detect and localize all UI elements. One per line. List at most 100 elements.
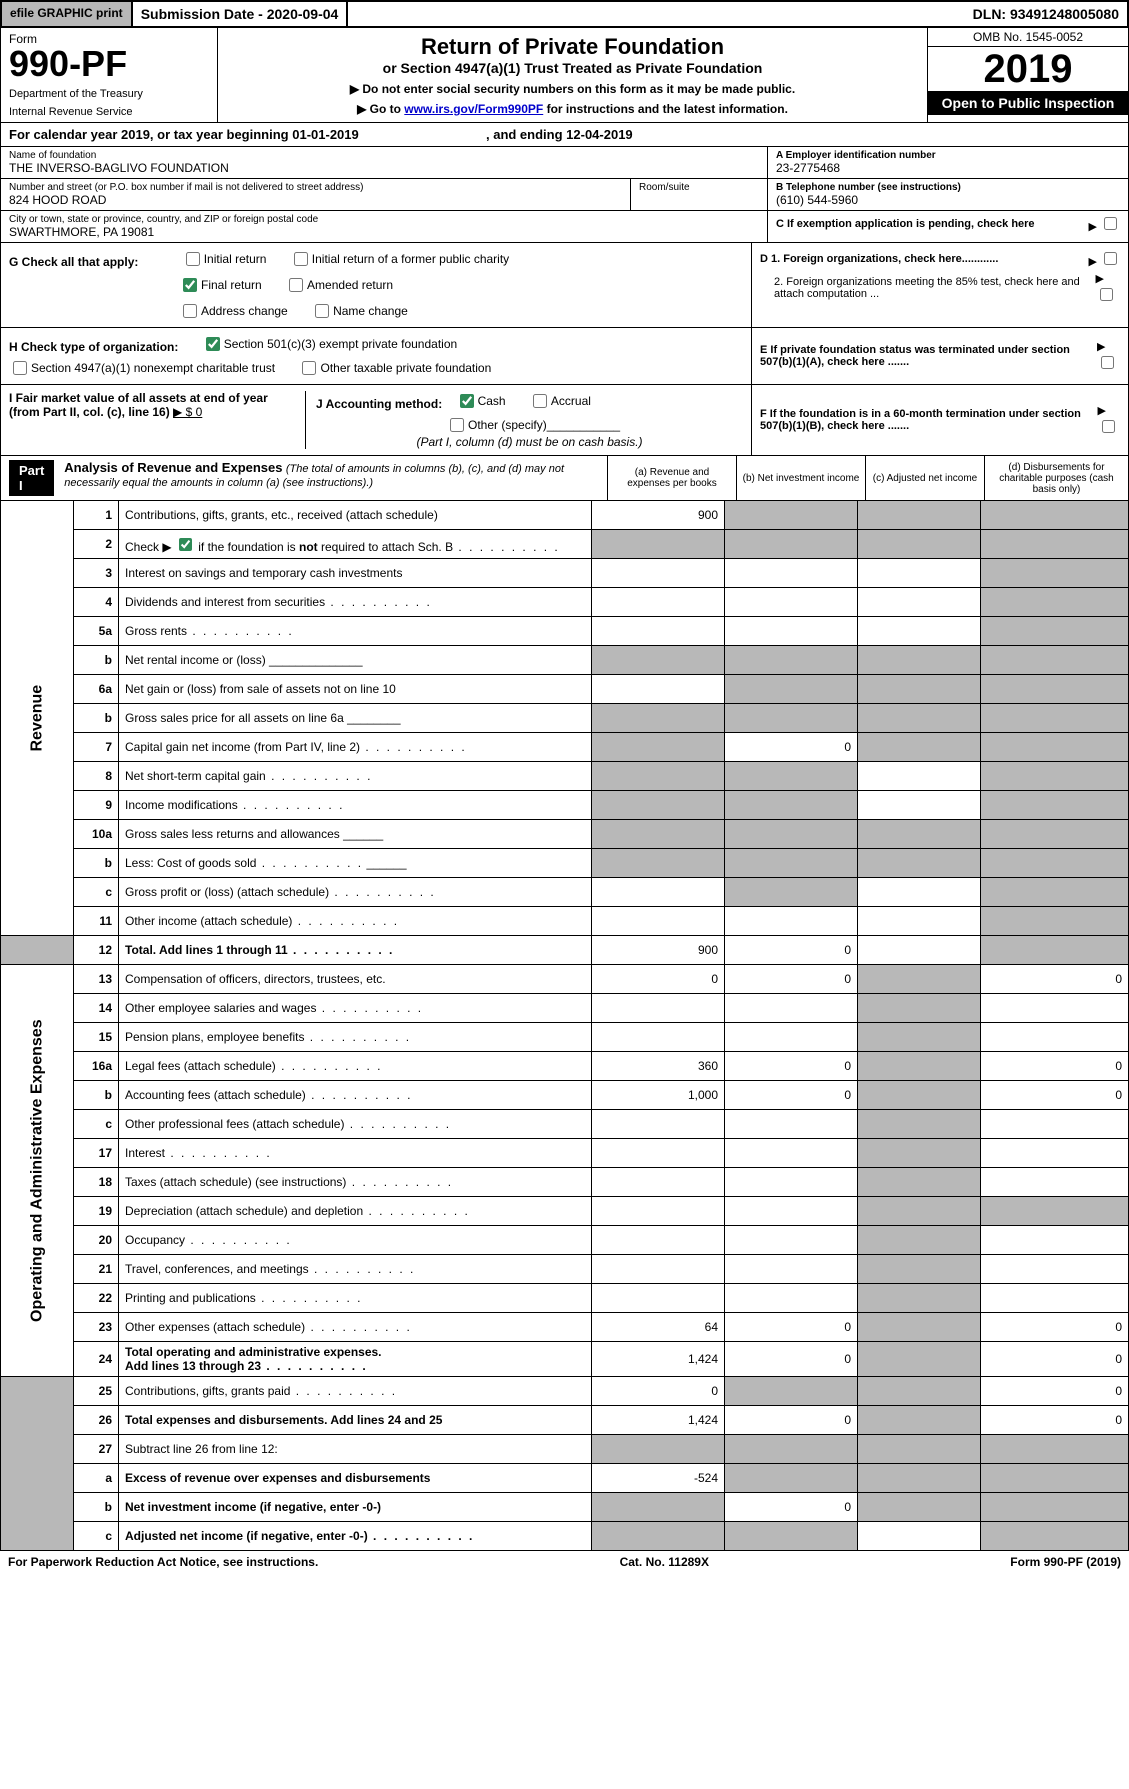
exemption-pending-label: C If exemption application is pending, c… [776, 218, 1035, 230]
col-b-header: (b) Net investment income [736, 456, 865, 500]
omb-number: OMB No. 1545-0052 [928, 28, 1128, 47]
city-state-zip: SWARTHMORE, PA 19081 [9, 225, 759, 239]
table-row: 2 Check ▶ if the foundation is not requi… [1, 530, 1129, 559]
paperwork-notice: For Paperwork Reduction Act Notice, see … [8, 1555, 318, 1569]
col-d-header: (d) Disbursements for charitable purpose… [984, 456, 1128, 500]
irs-label: Internal Revenue Service [9, 106, 209, 118]
table-row: 5aGross rents [1, 617, 1129, 646]
col-c-header: (c) Adjusted net income [865, 456, 984, 500]
table-row: cOther professional fees (attach schedul… [1, 1110, 1129, 1139]
entity-info: Name of foundation THE INVERSO-BAGLIVO F… [0, 147, 1129, 243]
d2-checkbox[interactable] [1100, 288, 1113, 301]
table-row: 21Travel, conferences, and meetings [1, 1255, 1129, 1284]
efile-print-button[interactable]: efile GRAPHIC print [2, 2, 133, 26]
j-label: J Accounting method: [316, 397, 442, 411]
expenses-section-label: Operating and Administrative Expenses [1, 965, 74, 1377]
foundation-name: THE INVERSO-BAGLIVO FOUNDATION [9, 161, 759, 175]
col-a-header: (a) Revenue and expenses per books [607, 456, 736, 500]
f-checkbox[interactable] [1102, 420, 1115, 433]
j-other-checkbox[interactable] [450, 418, 464, 432]
e-checkbox[interactable] [1101, 356, 1114, 369]
table-row: 18Taxes (attach schedule) (see instructi… [1, 1168, 1129, 1197]
table-row: 4Dividends and interest from securities [1, 588, 1129, 617]
ein: 23-2775468 [776, 161, 1120, 175]
table-row: 19Depreciation (attach schedule) and dep… [1, 1197, 1129, 1226]
table-row: 3Interest on savings and temporary cash … [1, 559, 1129, 588]
j-note: (Part I, column (d) must be on cash basi… [316, 435, 743, 449]
initial-return-checkbox[interactable] [186, 252, 200, 266]
table-row: aExcess of revenue over expenses and dis… [1, 1464, 1129, 1493]
table-row: 26Total expenses and disbursements. Add … [1, 1406, 1129, 1435]
address: 824 HOOD ROAD [9, 193, 622, 207]
d1-checkbox[interactable] [1104, 252, 1117, 265]
final-return-checkbox[interactable] [183, 278, 197, 292]
note-goto-post: for instructions and the latest informat… [543, 102, 788, 116]
table-row: bGross sales price for all assets on lin… [1, 704, 1129, 733]
table-row: 24Total operating and administrative exp… [1, 1342, 1129, 1377]
part1-label: Part I [9, 460, 54, 496]
table-row: 8Net short-term capital gain [1, 762, 1129, 791]
table-row: 16aLegal fees (attach schedule)36000 [1, 1052, 1129, 1081]
g-label: G Check all that apply: [9, 255, 138, 269]
table-row: 14Other employee salaries and wages [1, 994, 1129, 1023]
table-row: cAdjusted net income (if negative, enter… [1, 1522, 1129, 1551]
table-row: bLess: Cost of goods sold ______ [1, 849, 1129, 878]
i-value: ▶ $ 0 [173, 405, 202, 419]
table-row: 6aNet gain or (loss) from sale of assets… [1, 675, 1129, 704]
h-4947-checkbox[interactable] [13, 361, 27, 375]
dln: DLN: 93491248005080 [965, 2, 1127, 26]
calendar-year-row: For calendar year 2019, or tax year begi… [0, 123, 1129, 147]
open-to-public: Open to Public Inspection [928, 91, 1128, 115]
tax-year: 2019 [928, 47, 1128, 91]
part1-title: Analysis of Revenue and Expenses [64, 460, 282, 475]
form-number: 990-PF [9, 46, 209, 82]
table-row: 22Printing and publications [1, 1284, 1129, 1313]
sch-b-checkbox[interactable] [179, 538, 192, 551]
f-label: F If the foundation is in a 60-month ter… [760, 408, 1081, 432]
exemption-pending-checkbox[interactable] [1104, 217, 1117, 230]
table-row: bNet investment income (if negative, ent… [1, 1493, 1129, 1522]
form-header: Form 990-PF Department of the Treasury I… [0, 28, 1129, 123]
table-row: cGross profit or (loss) (attach schedule… [1, 878, 1129, 907]
address-change-checkbox[interactable] [183, 304, 197, 318]
d2-label: 2. Foreign organizations meeting the 85%… [760, 276, 1096, 300]
part1-table: Revenue 1 Contributions, gifts, grants, … [0, 501, 1129, 1551]
address-label: Number and street (or P.O. box number if… [9, 182, 622, 193]
section-g-d: G Check all that apply: Initial return I… [0, 243, 1129, 328]
ein-label: A Employer identification number [776, 150, 1120, 161]
table-row: 27Subtract line 26 from line 12: [1, 1435, 1129, 1464]
h-other-checkbox[interactable] [302, 361, 316, 375]
table-row: 10aGross sales less returns and allowanc… [1, 820, 1129, 849]
note-ssn: ▶ Do not enter social security numbers o… [228, 82, 917, 96]
h-501c3-checkbox[interactable] [206, 337, 220, 351]
note-goto-pre: ▶ Go to [357, 102, 404, 116]
table-row: bNet rental income or (loss) ___________… [1, 646, 1129, 675]
table-row: bAccounting fees (attach schedule)1,0000… [1, 1081, 1129, 1110]
tel-label: B Telephone number (see instructions) [776, 182, 1120, 193]
amended-return-checkbox[interactable] [289, 278, 303, 292]
dept-treasury: Department of the Treasury [9, 88, 209, 100]
city-label: City or town, state or province, country… [9, 214, 759, 225]
j-cash-checkbox[interactable] [460, 394, 474, 408]
section-h-e: H Check type of organization: Section 50… [0, 328, 1129, 385]
page-footer: For Paperwork Reduction Act Notice, see … [0, 1551, 1129, 1573]
form-footer-label: Form 990-PF (2019) [1010, 1555, 1121, 1569]
table-row: 7Capital gain net income (from Part IV, … [1, 733, 1129, 762]
table-row: Revenue 1 Contributions, gifts, grants, … [1, 501, 1129, 530]
section-i-j-f: I Fair market value of all assets at end… [0, 385, 1129, 456]
h-label: H Check type of organization: [9, 340, 178, 354]
catalog-number: Cat. No. 11289X [620, 1555, 709, 1569]
irs-link[interactable]: www.irs.gov/Form990PF [404, 102, 543, 116]
room-suite-label: Room/suite [631, 179, 767, 210]
initial-former-checkbox[interactable] [294, 252, 308, 266]
name-change-checkbox[interactable] [315, 304, 329, 318]
submission-date: Submission Date - 2020-09-04 [133, 2, 349, 26]
table-row: Operating and Administrative Expenses 13… [1, 965, 1129, 994]
table-row: 23Other expenses (attach schedule)6400 [1, 1313, 1129, 1342]
top-bar: efile GRAPHIC print Submission Date - 20… [0, 0, 1129, 28]
table-row: 12Total. Add lines 1 through 119000 [1, 936, 1129, 965]
e-label: E If private foundation status was termi… [760, 344, 1070, 368]
j-accrual-checkbox[interactable] [533, 394, 547, 408]
table-row: 20Occupancy [1, 1226, 1129, 1255]
revenue-section-label: Revenue [1, 501, 74, 936]
